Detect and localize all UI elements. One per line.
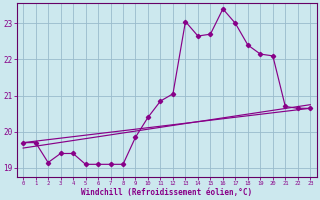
X-axis label: Windchill (Refroidissement éolien,°C): Windchill (Refroidissement éolien,°C) bbox=[81, 188, 252, 197]
